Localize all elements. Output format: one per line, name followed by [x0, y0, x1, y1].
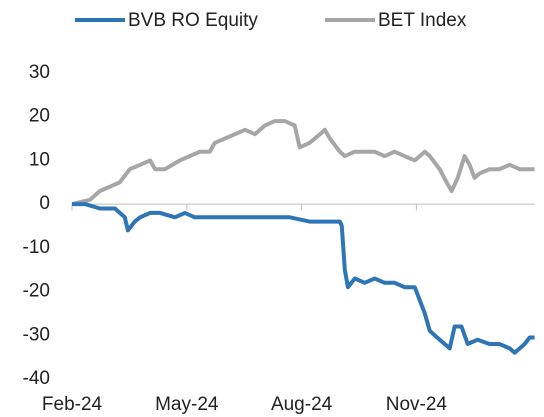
y-tick-label: -30 [23, 324, 50, 345]
y-tick-label: -20 [23, 281, 50, 302]
legend-label: BET Index [378, 10, 467, 31]
x-tick-label: Feb-24 [42, 394, 103, 415]
legend-label: BVB RO Equity [128, 10, 258, 31]
y-tick-label: -40 [23, 368, 50, 389]
y-tick-label: 30 [29, 62, 50, 83]
x-tick-label: May-24 [155, 394, 219, 415]
y-tick-label: 0 [39, 193, 50, 214]
x-tick-label: Aug-24 [271, 394, 333, 415]
y-tick-label: 20 [29, 106, 50, 127]
x-tick-label: Nov-24 [386, 394, 448, 415]
y-tick-label: 10 [29, 149, 50, 170]
series-line [71, 119, 535, 207]
y-tick-label: -10 [23, 237, 50, 258]
series-line [72, 202, 535, 355]
